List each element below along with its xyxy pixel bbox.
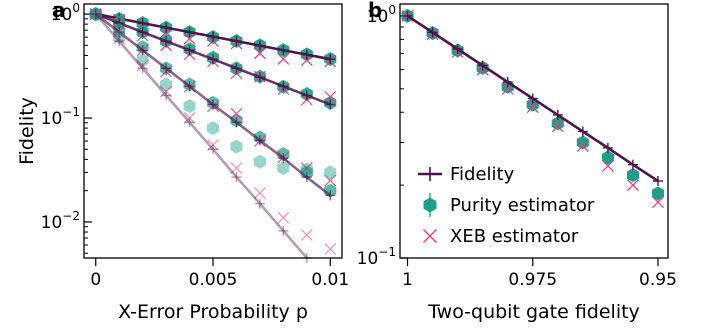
purity-marker [651,186,665,201]
xeb-marker [230,107,243,120]
purity-marker [230,139,243,154]
xeb-marker-stroke [652,196,664,209]
xeb-marker [551,120,564,133]
xeb-marker [626,179,639,192]
xeb-marker-stroke [423,229,437,243]
xeb-marker-stroke [89,8,102,21]
purity-marker [183,99,196,114]
series-group [89,7,337,110]
xeb-marker [277,52,290,65]
fidelity-markers [90,9,336,110]
x-tick-label: 1 [402,270,413,290]
xeb-marker-stroke [230,162,243,175]
xeb-marker [324,174,337,187]
xeb-marker [183,32,196,45]
xeb-marker [652,196,664,209]
xeb-marker [253,187,266,199]
xeb-marker [300,162,313,175]
xeb-marker-stroke [160,85,173,98]
series-group [89,7,337,263]
xeb-marker-stroke [324,174,337,187]
xeb-marker [113,32,126,45]
xeb-marker [300,228,313,241]
xeb-marker-stroke [183,32,196,45]
xeb-marker-stroke [300,228,313,241]
legend: Fidelity Purity estimator XEB estimator [418,164,595,247]
purity-marker [576,135,589,150]
xeb-marker-stroke [324,242,337,255]
xeb-marker-stroke [576,140,589,153]
x-tick-label: 0.975 [508,270,557,290]
xeb-marker-stroke [277,211,290,224]
xeb-marker [183,112,196,124]
purity-marker [300,162,313,177]
y-tick-label: 10−2 [41,209,80,233]
plot-frame [83,3,343,259]
panel-a: 100 10−1 10−2 0 0.005 0.01 a Fidelity X-Error Pr… [16,0,349,323]
xeb-marker-stroke [253,47,266,60]
xeb-marker-stroke [551,120,564,133]
purity-marker [277,161,290,176]
purity-marker [206,121,220,136]
xeb-marker [526,101,539,114]
xeb-marker [601,159,614,172]
legend-label: Fidelity [450,164,515,185]
x-tick-label: 0 [90,270,101,290]
x-tick-label: 0.01 [311,270,349,290]
x-tick-label: 0.005 [189,270,238,290]
panel-b: 100 10−1 1 0.975 0.95 b Two-qubit gate fidelit… [357,0,677,323]
xeb-marker [277,211,290,224]
xeb-marker-stroke [136,59,149,72]
x-tick-label: 0.95 [639,270,677,290]
xeb-marker-stroke [230,107,243,120]
x-axis-label: Two-qubit gate fidelity [427,301,640,323]
xeb-marker-stroke [526,101,539,114]
xeb-marker [160,85,173,98]
x-axis-label: X-Error Probability p [118,301,308,323]
fidelity-line [94,13,308,259]
xeb-marker [324,90,337,103]
xeb-marker [230,162,243,175]
xeb-marker-stroke [207,139,219,151]
xeb-marker-stroke [324,90,337,103]
purity-marker [113,30,126,45]
xeb-marker [207,139,219,151]
panel-label: b [368,0,382,22]
xeb-marker [253,47,266,60]
xeb-marker-stroke [277,52,290,65]
xeb-marker [89,8,102,21]
xeb-marker [136,59,149,72]
y-tick-label: 10−1 [41,105,80,129]
xeb-marker [423,229,437,243]
xeb-marker-stroke [183,112,196,124]
xeb-marker [576,140,589,153]
purity-marker [601,150,614,165]
y-tick-label: 10−1 [357,245,396,269]
y-axis-label: Fidelity [16,97,38,165]
xeb-marker-stroke [601,159,614,172]
purity-marker [626,168,639,183]
xeb-marker-stroke [113,32,126,45]
xeb-marker-stroke [300,162,313,175]
purity-marker [136,53,149,68]
legend-label: Purity estimator [450,195,595,216]
plot-frame [399,3,669,259]
y-tick-label: 100 [51,1,80,25]
xeb-marker-stroke [626,179,639,192]
purity-marker [253,154,266,169]
panel-label: a [52,0,66,22]
purity-marker [324,165,337,180]
y-tick-label: 100 [367,3,396,27]
legend-label: XEB estimator [450,226,579,247]
xeb-marker-stroke [253,187,266,199]
purity-marker [551,116,564,131]
xeb-marker [324,242,337,255]
